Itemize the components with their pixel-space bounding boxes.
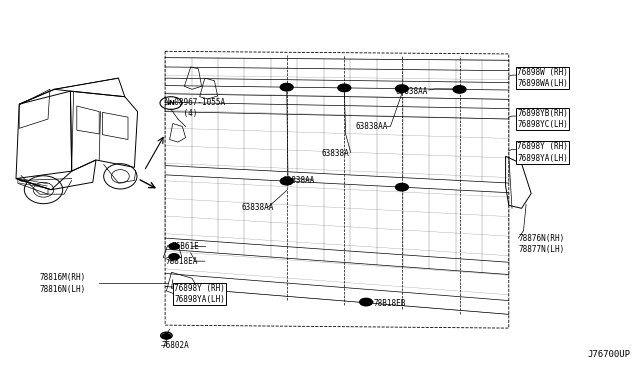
Circle shape	[280, 83, 293, 91]
Text: N: N	[168, 100, 174, 106]
Text: J76700UP: J76700UP	[588, 350, 630, 359]
Text: 78B18EB: 78B18EB	[374, 299, 406, 308]
Text: 63838AA: 63838AA	[283, 176, 316, 185]
Text: 76B61E: 76B61E	[172, 242, 199, 251]
Text: 63838AA: 63838AA	[396, 87, 428, 96]
Text: 76898W (RH)
76898WA(LH): 76898W (RH) 76898WA(LH)	[517, 68, 568, 88]
Circle shape	[280, 177, 293, 185]
Text: 78876N(RH)
78877N(LH): 78876N(RH) 78877N(LH)	[518, 234, 564, 254]
Text: 76898Y (RH)
76898YA(LH): 76898Y (RH) 76898YA(LH)	[517, 142, 568, 163]
Text: 76802A: 76802A	[161, 341, 189, 350]
Text: 78816M(RH)
78816N(LH): 78816M(RH) 78816N(LH)	[40, 273, 86, 294]
Text: 63838AA: 63838AA	[355, 122, 388, 131]
Circle shape	[396, 85, 408, 92]
Text: 76898YB(RH)
76898YC(LH): 76898YB(RH) 76898YC(LH)	[517, 109, 568, 129]
Circle shape	[338, 84, 351, 92]
Text: N 08967-1055A
    (4): N 08967-1055A (4)	[165, 98, 225, 118]
Circle shape	[396, 183, 408, 191]
Circle shape	[453, 86, 466, 93]
Text: 63838A: 63838A	[321, 149, 349, 158]
Circle shape	[360, 298, 372, 306]
Circle shape	[169, 254, 179, 260]
Circle shape	[162, 334, 171, 339]
Text: 78818EA: 78818EA	[165, 257, 198, 266]
Text: 76898Y (RH)
76898YA(LH): 76898Y (RH) 76898YA(LH)	[174, 284, 225, 304]
Text: 63838AA: 63838AA	[242, 203, 275, 212]
Circle shape	[169, 243, 179, 249]
